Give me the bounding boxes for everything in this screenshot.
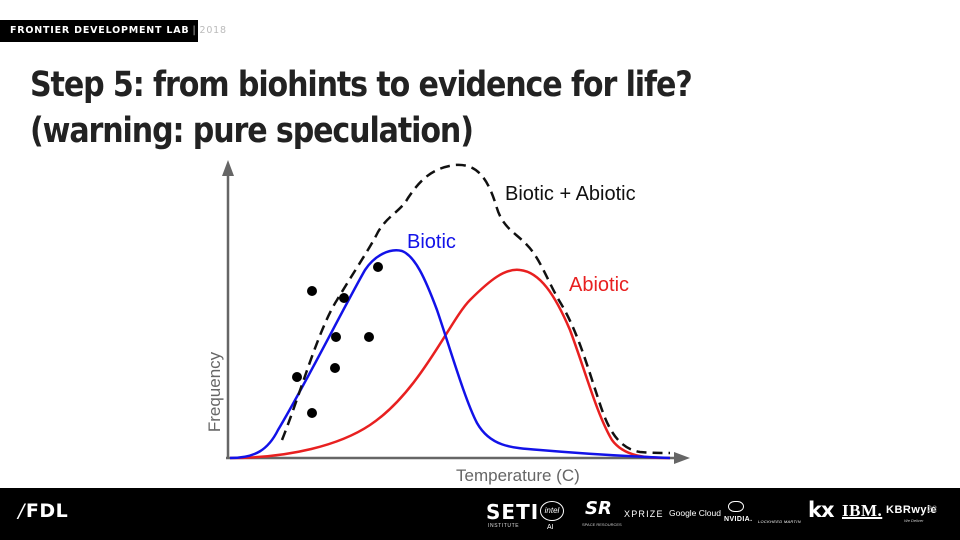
header-tag: FRONTIER DEVELOPMENT LAB | 2018 (0, 20, 226, 42)
seti-logo-subtitle: INSTITUTE (488, 523, 520, 529)
data-point (339, 293, 349, 303)
fdl-logo-text: FDL (25, 500, 69, 522)
slide-title-line-1: Step 5: from biohints to evidence for li… (30, 65, 693, 105)
kx-logo: kx (808, 498, 834, 522)
abiotic-label: Abiotic (569, 274, 629, 296)
abiotic-curve (229, 268, 671, 460)
space-resources-logo: SR (585, 498, 612, 519)
data-point (364, 332, 374, 342)
google-cloud-logo: Google Cloud (669, 508, 721, 518)
sponsor-logos: SETI INSTITUTE intel AI SR SPACE RESOURC… (478, 488, 956, 540)
axes (222, 160, 690, 464)
biotic-curve (229, 249, 671, 460)
data-point (373, 262, 383, 272)
nvidia-eye-icon (728, 501, 744, 512)
seti-logo: SETI (486, 500, 540, 524)
x-axis-label: Temperature (C) (456, 466, 580, 485)
data-point (307, 408, 317, 418)
slide-title-line-2: (warning: pure speculation) (30, 111, 474, 151)
data-point (331, 332, 341, 342)
ibm-logo: IBM. (842, 501, 883, 520)
space-resources-logo-subtitle: SPACE RESOURCES (582, 522, 622, 527)
data-points (292, 262, 383, 418)
fdl-swoosh-icon: / (18, 500, 25, 522)
header-year: 2018 (199, 25, 227, 36)
data-point (330, 363, 340, 373)
intel-logo: intel (540, 501, 564, 521)
xprize-logo: XPRIZE (624, 509, 664, 519)
biotic-label: Biotic (407, 231, 456, 253)
intel-logo-subtitle: AI (547, 524, 554, 531)
footer: /FDL SETI INSTITUTE intel AI SR SPACE RE… (0, 488, 960, 540)
data-point (292, 372, 302, 382)
combined-label: Biotic + Abiotic (505, 183, 636, 205)
kbrwyle-logo-subtitle: We Deliver (904, 518, 924, 523)
header-org: FRONTIER DEVELOPMENT LAB (10, 25, 190, 36)
slide-title: Step 5: from biohints to evidence for li… (30, 62, 693, 154)
x-axis-arrow-icon (674, 452, 690, 464)
combined-curve (280, 163, 671, 455)
fdl-logo: /FDL (18, 500, 68, 522)
kbrwyle-logo: KBRwyle (886, 504, 938, 516)
nvidia-logo: NVIDIA. (724, 516, 753, 523)
y-axis-arrow-icon (222, 160, 234, 176)
header-separator: | (192, 25, 197, 36)
data-point (307, 286, 317, 296)
slide-number: 22 (927, 504, 938, 514)
y-axis-label: Frequency (205, 351, 224, 432)
lockheed-martin-logo: LOCKHEED MARTIN (758, 519, 801, 524)
